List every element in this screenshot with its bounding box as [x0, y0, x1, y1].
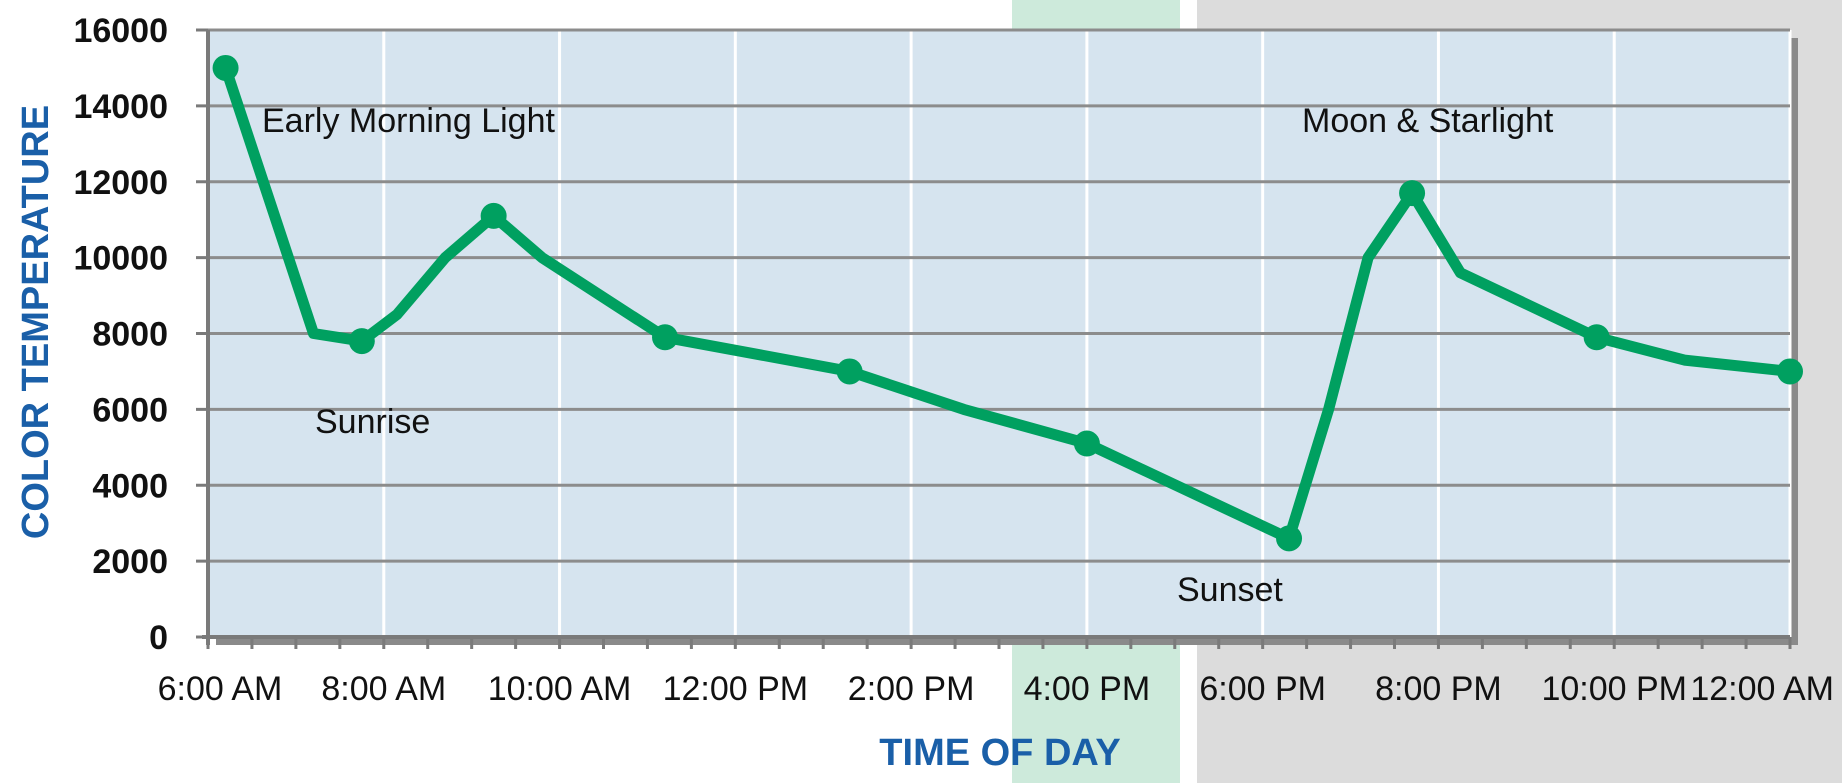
y-tick-label: 6000: [92, 391, 168, 429]
y-tick-label: 10000: [73, 240, 168, 278]
x-tick-label: 4:00 PM: [1024, 670, 1151, 708]
data-point-marker: [1777, 358, 1803, 385]
sunset-annotation: Sunset: [1177, 571, 1283, 609]
data-series: [212, 54, 1803, 552]
y-tick-label: 0: [149, 619, 168, 657]
y-tick-label: 12000: [73, 164, 168, 202]
x-tick-label: 6:00 PM: [1199, 670, 1326, 708]
data-point-marker: [1583, 324, 1610, 351]
x-tick-label: 8:00 PM: [1375, 670, 1502, 708]
x-tick-label: 6:00 AM: [158, 670, 283, 708]
data-point-marker: [1276, 525, 1303, 552]
y-tick-label: 8000: [92, 316, 168, 354]
x-tick-label: 10:00 PM: [1541, 670, 1687, 708]
sunrise-annotation: Sunrise: [315, 403, 430, 441]
x-tick-label: 2:00 PM: [848, 670, 975, 708]
data-point-marker: [652, 324, 679, 351]
color-temperature-line: [220, 62, 1796, 544]
y-tick-label: 16000: [73, 12, 168, 50]
data-point-marker: [480, 202, 507, 229]
x-tick-label: 12:00 AM: [1690, 670, 1834, 708]
early-morning-light-annotation: Early Morning Light: [262, 102, 555, 140]
data-point-marker: [836, 358, 863, 385]
x-tick-label: 8:00 AM: [321, 670, 446, 708]
data-point-marker: [1073, 430, 1100, 457]
x-tick-label: 12:00 PM: [663, 670, 809, 708]
data-point-marker: [1399, 180, 1426, 207]
annotations: Early Morning Light Sunrise Sunset Moon & S…: [262, 102, 1554, 609]
x-axis-title: TIME OF DAY: [879, 732, 1120, 774]
gridlines: [208, 28, 1792, 637]
y-tick-label: 2000: [92, 543, 168, 581]
moon-starlight-annotation: Moon & Starlight: [1302, 102, 1554, 140]
x-tick-label: 10:00 AM: [488, 670, 632, 708]
data-point-marker: [348, 328, 375, 355]
data-point-marker: [212, 54, 239, 81]
tick-labels: 0 2000 4000 6000 8000 10000 12000 14000 16000 6:0…: [73, 12, 1834, 708]
y-tick-label: 4000: [92, 467, 168, 505]
axes: [196, 28, 1792, 649]
y-axis-title: COLOR TEMPERATURE: [15, 105, 57, 539]
y-tick-label: 14000: [73, 88, 168, 126]
